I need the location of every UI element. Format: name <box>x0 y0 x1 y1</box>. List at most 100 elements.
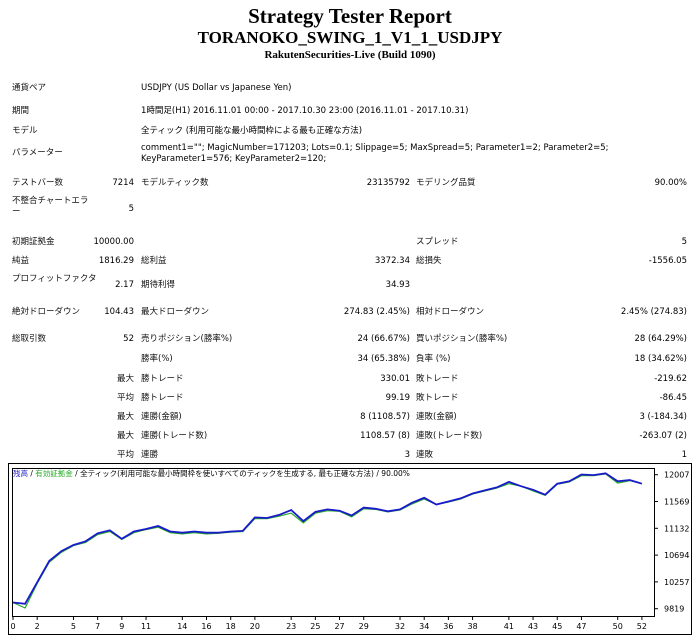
x-tick-label: 32 <box>395 622 405 631</box>
avgconswin-label: 連勝 <box>141 450 159 460</box>
grossprofit-value: 3372.34 <box>374 256 410 266</box>
x-tick-label: 36 <box>443 622 453 631</box>
deposit-label: 初期証拠金 <box>12 237 55 247</box>
legend-equity: 有効証拠金 <box>35 468 73 478</box>
winrate-label: 勝率(%) <box>141 354 173 364</box>
y-tick-label: 9819 <box>664 605 684 614</box>
legend-sep-2: / <box>73 469 80 478</box>
bars-value: 7214 <box>112 178 134 188</box>
quality-label: モデリング品質 <box>416 178 476 188</box>
trades-value: 52 <box>123 334 134 344</box>
x-tick-label: 0 <box>10 622 15 631</box>
long-value: 28 (64.29%) <box>634 334 687 344</box>
plot-frame <box>12 468 655 617</box>
consecloss-amt-label: 連敗(金額) <box>416 412 457 422</box>
legend-balance: 残高 <box>13 468 28 478</box>
report-title: Strategy Tester Report <box>248 4 452 28</box>
netprofit-label: 純益 <box>12 256 30 266</box>
quality-value: 90.00% <box>654 178 687 188</box>
maxdd-label: 最大ドローダウン <box>141 307 210 317</box>
model-value: 全ティック (利用可能な最小時間枠による最も正確な方法) <box>141 126 363 136</box>
x-tick-label: 43 <box>528 622 538 631</box>
y-tick-label: 11569 <box>664 498 689 507</box>
mismatch-label: 不整合チャートエラー <box>12 196 89 217</box>
max-label-2: 最大 <box>116 412 134 422</box>
deposit-value: 10000.00 <box>93 237 134 247</box>
maxloss-value: -219.62 <box>654 374 687 384</box>
svg-text:残高 / 有効証拠金 / 全ティック(利用可能な最小時間枠を: 残高 / 有効証拠金 / 全ティック(利用可能な最小時間枠を使いすべてのティック… <box>13 468 410 478</box>
server-info: RakutenSecurities-Live (Build 1090) <box>264 49 436 61</box>
absdd-label: 絶対ドローダウン <box>12 307 81 317</box>
x-tick-label: 45 <box>552 622 562 631</box>
x-tick-label: 50 <box>613 622 623 631</box>
avgloss-value: -86.45 <box>659 393 687 403</box>
x-tick-label: 29 <box>359 622 369 631</box>
lossrate-value: 18 (34.62%) <box>634 354 687 364</box>
bars-label: テストバー数 <box>12 178 64 188</box>
long-label: 買いポジション(勝率%) <box>416 334 508 344</box>
model-label: モデル <box>12 126 38 136</box>
symbol-value: USDJPY (US Dollar vs Japanese Yen) <box>141 83 292 93</box>
pf-label: プロフィットファクタ <box>12 274 97 284</box>
x-tick-label: 38 <box>467 622 477 631</box>
grossloss-label: 総損失 <box>416 256 442 266</box>
x-tick-label: 23 <box>286 622 296 631</box>
x-tick-label: 9 <box>119 622 124 631</box>
x-tick-label: 11 <box>141 622 151 631</box>
maxloss-label: 敗トレード <box>416 374 459 384</box>
symbol-label: 通貨ペア <box>12 83 47 93</box>
avgwin-value: 99.19 <box>385 393 410 403</box>
consecwin-amt-value: 8 (1108.57) <box>360 412 410 422</box>
legend-model: 全ティック(利用可能な最小時間枠を使いすべてのティックを生成する, 最も正確な方… <box>80 468 374 478</box>
x-tick-label: 7 <box>95 622 100 631</box>
consecwin-cnt-label: 連勝(トレード数) <box>141 431 208 441</box>
x-tick-label: 16 <box>201 622 211 631</box>
period-value: 1時間足(H1) 2016.11.01 00:00 - 2017.10.30 2… <box>141 106 469 116</box>
mismatch-value: 5 <box>128 204 134 214</box>
x-tick-label: 27 <box>334 622 344 631</box>
legend-sep-3: / <box>374 469 381 478</box>
ticks-label: モデルティック数 <box>141 178 209 188</box>
avg-label: 平均 <box>116 393 134 403</box>
x-tick-label: 5 <box>71 622 76 631</box>
consecloss-cnt-label: 連敗(トレード数) <box>416 431 483 441</box>
grossloss-value: -1556.05 <box>648 256 687 266</box>
legend-sep-1: / <box>28 469 35 478</box>
period-label: 期間 <box>12 106 30 116</box>
ticks-value: 23135792 <box>366 178 410 188</box>
expert-name: TORANOKO_SWING_1_V1_1_USDJPY <box>197 28 503 47</box>
pf-value: 2.17 <box>115 280 134 290</box>
params-label: パラメーター <box>12 148 63 158</box>
max-label: 最大 <box>116 374 134 384</box>
expected-label: 期待利得 <box>141 280 176 290</box>
consecwin-cnt-value: 1108.57 (8) <box>360 431 410 441</box>
short-value: 24 (66.67%) <box>357 334 410 344</box>
legend-quality: 90.00% <box>381 469 410 478</box>
avgloss-label: 敗トレード <box>416 393 459 403</box>
maxdd-value: 274.83 (2.45%) <box>343 307 410 317</box>
netprofit-value: 1816.29 <box>98 256 134 266</box>
maxwin-label: 勝トレード <box>141 374 184 384</box>
x-tick-label: 20 <box>250 622 260 631</box>
max-label-3: 最大 <box>116 431 134 441</box>
expected-value: 34.93 <box>385 280 410 290</box>
avg-label-2: 平均 <box>116 450 134 460</box>
winrate-value: 34 (65.38%) <box>357 354 410 364</box>
grossprofit-label: 総利益 <box>141 256 167 266</box>
y-tick-label: 12007 <box>664 471 689 480</box>
reldd-label: 相対ドローダウン <box>416 307 485 317</box>
avgconsloss-label: 連敗 <box>416 450 434 460</box>
y-tick-label: 11132 <box>664 524 689 533</box>
x-tick-label: 2 <box>35 622 40 631</box>
avgconsloss-value: 1 <box>681 450 687 460</box>
x-tick-label: 34 <box>419 622 429 631</box>
absdd-value: 104.43 <box>104 307 134 317</box>
x-tick-label: 14 <box>177 622 187 631</box>
balance-chart: 9819 10257 10694 11132 11569 12007 0 2 5 7 9 11 14 1… <box>8 463 692 635</box>
consecloss-cnt-value: -263.07 (2) <box>639 431 687 441</box>
spread-label: スプレッド <box>416 237 459 247</box>
x-tick-label: 18 <box>226 622 236 631</box>
y-tick-label: 10257 <box>664 578 689 587</box>
spread-value: 5 <box>681 237 687 247</box>
